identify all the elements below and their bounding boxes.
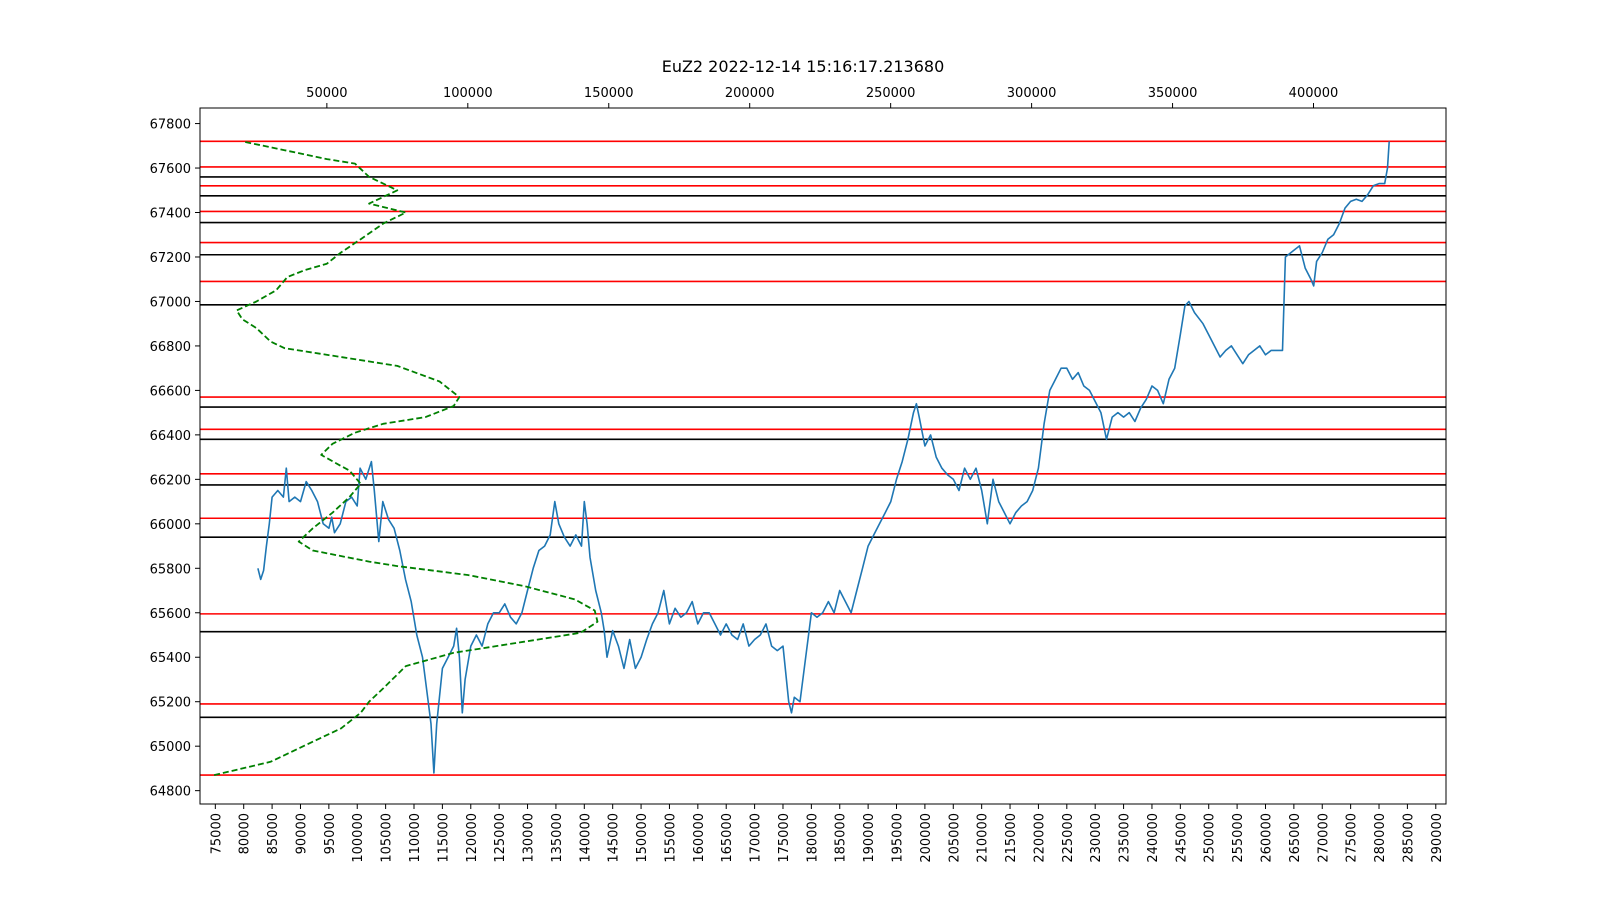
x-tick-label: 245000 — [1174, 813, 1189, 863]
bottom-x-axis: 75000 80000 85000 90000 95000 100000 105000 110… — [209, 804, 1445, 863]
x-tick-label: 85000 — [266, 813, 281, 854]
x-tick-label: 130000 — [522, 813, 537, 863]
y-tick-label: 67200 — [150, 251, 191, 266]
data-series — [213, 140, 1390, 776]
top-x-tick-label: 50000 — [306, 86, 347, 101]
x-tick-label: 145000 — [607, 813, 622, 863]
y-tick-label: 66000 — [150, 518, 191, 533]
chart-title: EuZ2 2022-12-14 15:16:17.213680 — [662, 57, 945, 76]
x-tick-label: 110000 — [408, 813, 423, 863]
y-tick-label: 66200 — [150, 473, 191, 488]
x-tick-label: 190000 — [862, 813, 877, 863]
y-tick-label: 65000 — [150, 740, 191, 755]
y-tick-label: 66400 — [150, 429, 191, 444]
x-tick-label: 170000 — [749, 813, 764, 863]
x-tick-label: 125000 — [493, 813, 508, 863]
top-x-tick-label: 300000 — [1007, 86, 1057, 101]
x-tick-label: 205000 — [947, 813, 962, 863]
x-tick-label: 215000 — [1004, 813, 1019, 863]
x-tick-label: 200000 — [919, 813, 934, 863]
price-line — [257, 141, 1390, 774]
x-tick-label: 155000 — [663, 813, 678, 863]
y-tick-label: 67800 — [150, 118, 191, 133]
x-tick-label: 140000 — [578, 813, 593, 863]
y-tick-label: 67400 — [150, 207, 191, 222]
x-tick-label: 165000 — [720, 813, 735, 863]
top-x-tick-label: 400000 — [1289, 86, 1339, 101]
x-tick-label: 95000 — [323, 813, 338, 854]
horizontal-level-lines — [200, 140, 1446, 776]
top-x-tick-label: 250000 — [866, 86, 916, 101]
x-tick-label: 210000 — [976, 813, 991, 863]
x-tick-label: 135000 — [550, 813, 565, 863]
top-x-tick-label: 350000 — [1148, 86, 1198, 101]
x-tick-label: 75000 — [209, 813, 224, 854]
x-tick-label: 290000 — [1430, 813, 1445, 863]
x-tick-label: 280000 — [1373, 813, 1388, 863]
volume-profile-line — [213, 140, 599, 776]
y-tick-label: 65600 — [150, 607, 191, 622]
x-tick-label: 255000 — [1231, 813, 1246, 863]
y-tick-label: 66800 — [150, 340, 191, 355]
x-tick-label: 240000 — [1146, 813, 1161, 863]
x-tick-label: 185000 — [834, 813, 849, 863]
y-axis: 64800 65000 65200 65400 65600 65800 66000 66200… — [150, 118, 200, 800]
x-tick-label: 90000 — [294, 813, 309, 854]
x-tick-label: 265000 — [1288, 813, 1303, 863]
y-tick-label: 67000 — [150, 295, 191, 310]
y-tick-label: 67600 — [150, 162, 191, 177]
x-tick-label: 115000 — [436, 813, 451, 863]
y-tick-label: 64800 — [150, 785, 191, 800]
x-tick-label: 235000 — [1118, 813, 1133, 863]
x-tick-label: 105000 — [380, 813, 395, 863]
y-tick-label: 65200 — [150, 696, 191, 711]
x-tick-label: 220000 — [1032, 813, 1047, 863]
x-tick-label: 195000 — [891, 813, 906, 863]
x-tick-label: 180000 — [805, 813, 820, 863]
y-tick-label: 66600 — [150, 384, 191, 399]
x-tick-label: 230000 — [1089, 813, 1104, 863]
x-tick-label: 250000 — [1203, 813, 1218, 863]
x-tick-label: 275000 — [1345, 813, 1360, 863]
top-x-axis: 50000 100000 150000 200000 250000 300000 35000… — [306, 86, 1338, 108]
x-tick-label: 120000 — [465, 813, 480, 863]
top-x-tick-label: 100000 — [443, 86, 493, 101]
x-tick-label: 260000 — [1259, 813, 1274, 863]
y-tick-label: 65800 — [150, 562, 191, 577]
x-tick-label: 80000 — [238, 813, 253, 854]
plot-frame — [199, 107, 1447, 805]
x-tick-label: 100000 — [351, 813, 366, 863]
y-tick-label: 65400 — [150, 651, 191, 666]
x-tick-label: 270000 — [1316, 813, 1331, 863]
x-tick-label: 160000 — [692, 813, 707, 863]
top-x-tick-label: 200000 — [725, 86, 775, 101]
x-tick-label: 175000 — [777, 813, 792, 863]
x-tick-label: 225000 — [1061, 813, 1076, 863]
x-tick-label: 285000 — [1401, 813, 1416, 863]
x-tick-label: 150000 — [635, 813, 650, 863]
top-x-tick-label: 150000 — [584, 86, 634, 101]
